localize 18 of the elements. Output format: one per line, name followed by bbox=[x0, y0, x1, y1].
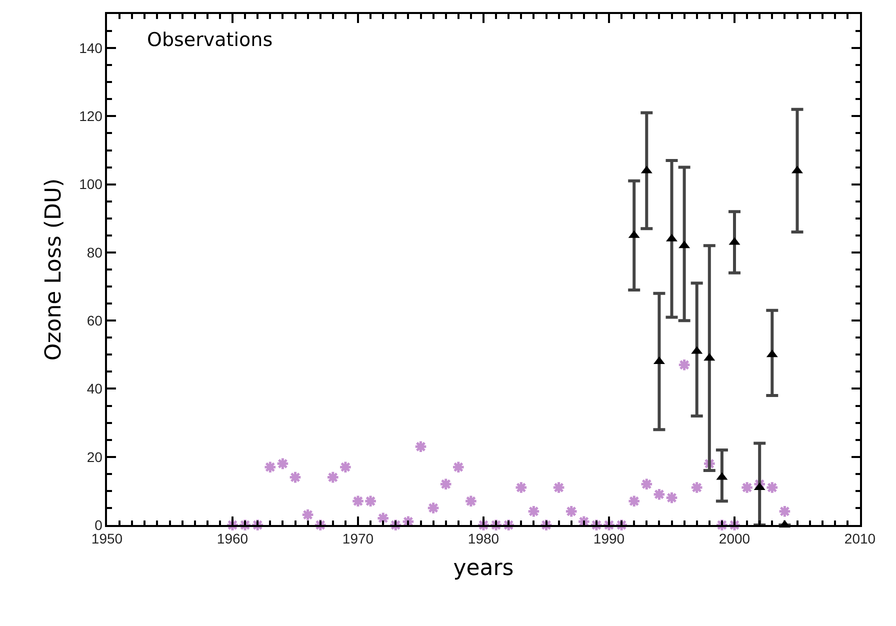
y-tick-label: 40 bbox=[86, 380, 103, 397]
y-tick-label: 80 bbox=[86, 244, 103, 260]
x-tick-label: 1950 bbox=[91, 530, 123, 547]
x-axis-title: years bbox=[453, 556, 514, 581]
y-tick-label: 20 bbox=[86, 448, 103, 465]
y-tick-label: 0 bbox=[94, 516, 103, 533]
y-tick-label: 120 bbox=[79, 108, 103, 124]
x-tick-label: 1980 bbox=[468, 530, 500, 547]
x-tick-label: 2010 bbox=[844, 530, 876, 547]
x-tick-label: 1990 bbox=[593, 530, 625, 547]
x-tick-label: 2000 bbox=[718, 530, 750, 547]
y-axis-title: Ozone Loss (DU) bbox=[41, 178, 66, 361]
annotation: Observations bbox=[147, 29, 273, 51]
y-tick-label: 140 bbox=[79, 40, 103, 56]
y-tick-label: 100 bbox=[79, 176, 103, 192]
y-tick-label: 60 bbox=[86, 312, 103, 328]
x-tick-label: 1970 bbox=[342, 530, 374, 547]
x-tick-label: 1960 bbox=[216, 530, 248, 547]
